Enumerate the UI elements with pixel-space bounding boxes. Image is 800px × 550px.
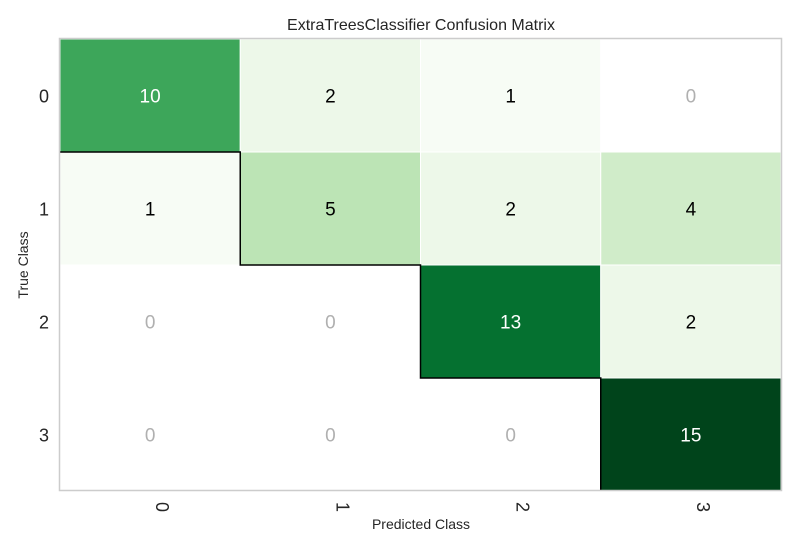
- y-tick-label-0: 0: [39, 87, 49, 107]
- cell-value-label-r2-c0: 0: [145, 313, 156, 334]
- cell-value-label-r3-c1: 0: [325, 426, 336, 447]
- x-tick-label-3: 3: [693, 502, 713, 512]
- x-tick-label-1: 1: [332, 502, 352, 512]
- cell-value-label-r0-c1: 2: [325, 87, 336, 108]
- heatmap-cells: 10 2 1 01 5 2 40 0 13 20 0 0 15: [59, 38, 782, 492]
- chart-title: ExtraTreesClassifier Confusion Matrix: [287, 17, 555, 34]
- heatmap-cell-r1-c2: [420, 151, 602, 266]
- heatmap-cell-r3-c1: [239, 377, 421, 492]
- x-tick-labels: 0 1 2 3: [152, 502, 713, 512]
- cell-value-label-r3-c0: 0: [145, 426, 156, 447]
- heatmap-cell-r3-c0: [59, 377, 241, 492]
- cell-value-label-r0-c2: 1: [505, 87, 516, 108]
- diagonal-staircase-line: [60, 151, 602, 491]
- heatmap-cell-r0-c2: [420, 38, 602, 153]
- cell-value-label-r1-c1: 5: [325, 200, 336, 221]
- x-tick-label-2: 2: [513, 502, 533, 512]
- y-tick-label-1: 1: [39, 200, 49, 220]
- heatmap-cell-r2-c3: [600, 264, 782, 379]
- cell-value-label-r2-c2: 13: [500, 313, 521, 334]
- y-tick-labels: 0 1 2 3: [39, 87, 49, 446]
- plot-frame: [58, 37, 783, 492]
- cell-value-label-r2-c3: 2: [686, 313, 697, 334]
- x-tick-label-0: 0: [152, 502, 172, 512]
- cell-value-label-r0-c0: 10: [140, 87, 161, 108]
- heatmap-cell-r2-c2: [420, 264, 602, 379]
- cell-value-label-r3-c2: 0: [505, 426, 516, 447]
- heatmap-cell-r3-c2: [420, 377, 602, 492]
- x-axis-label: Predicted Class: [372, 516, 470, 532]
- cell-value-label-r3-c3: 15: [680, 426, 701, 447]
- diagonal-outline: [60, 151, 602, 491]
- y-tick-label-2: 2: [39, 313, 49, 333]
- heatmap-cell-r1-c0: [59, 151, 241, 266]
- cell-value-label-r1-c2: 2: [505, 200, 516, 221]
- heatmap-cell-r1-c3: [600, 151, 782, 266]
- heatmap-cell-r2-c0: [59, 264, 241, 379]
- cell-value-label-r1-c0: 1: [145, 200, 156, 221]
- heatmap-cell-r3-c3: [600, 377, 782, 492]
- heatmap-cell-r0-c0: [59, 38, 241, 153]
- cell-value-label-r0-c3: 0: [686, 87, 697, 108]
- cell-value-label-r2-c1: 0: [325, 313, 336, 334]
- y-tick-label-3: 3: [39, 426, 49, 446]
- heatmap-cell-r0-c3: [600, 38, 782, 153]
- y-axis-label: True Class: [15, 231, 31, 298]
- cell-value-label-r1-c3: 4: [686, 200, 697, 221]
